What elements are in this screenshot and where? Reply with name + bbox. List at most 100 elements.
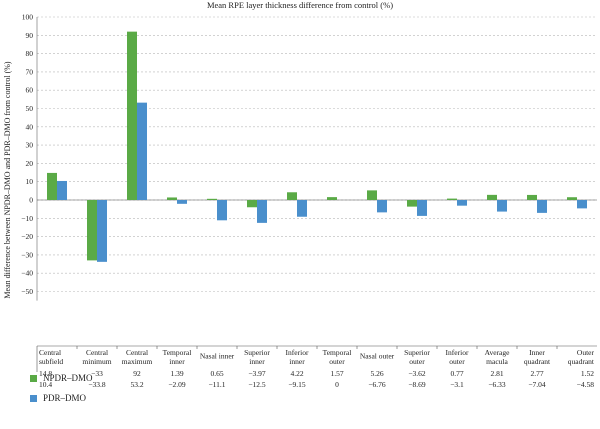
bar-pdr xyxy=(457,200,467,206)
y-tick-label: 70 xyxy=(26,67,34,76)
category-label: outer xyxy=(409,357,425,366)
table-value-pdr: 0 xyxy=(335,380,339,389)
category-label: quadrant xyxy=(568,357,595,366)
table-value-pdr: −4.58 xyxy=(577,380,595,389)
data-table: Centralsubfield14.810.4Centralminimum−33… xyxy=(36,345,597,389)
bar-npdr xyxy=(127,31,137,200)
table-value-pdr: −6.76 xyxy=(368,380,386,389)
table-value-npdr: 2.81 xyxy=(490,369,503,378)
category-label: Nasal inner xyxy=(200,352,235,361)
category-label: outer xyxy=(449,357,465,366)
bar-npdr xyxy=(47,172,57,200)
table-value-pdr: −11.1 xyxy=(208,380,225,389)
bar-npdr xyxy=(287,192,297,200)
y-tick-label: 10 xyxy=(26,177,34,186)
y-tick-label: −40 xyxy=(21,269,33,278)
y-tick-label: 100 xyxy=(22,13,34,22)
table-value-npdr: 2.77 xyxy=(530,369,543,378)
category-label: minimum xyxy=(82,357,111,366)
bar-pdr xyxy=(377,200,387,213)
category-label: Inferior xyxy=(446,348,469,357)
table-value-npdr: 92 xyxy=(133,369,141,378)
table-value-npdr: 14.8 xyxy=(39,369,52,378)
legend-item-npdr: NPDR–DMO xyxy=(30,373,93,383)
bar-pdr xyxy=(217,200,227,221)
table-value-pdr: −33.8 xyxy=(88,380,106,389)
bar-npdr xyxy=(87,200,97,261)
category-label: Central xyxy=(86,348,108,357)
table-value-pdr: −9.15 xyxy=(288,380,306,389)
y-tick-label: 80 xyxy=(26,49,34,58)
y-tick-label: −20 xyxy=(21,232,33,241)
grid-lines xyxy=(36,16,597,301)
y-tick-label: 0 xyxy=(29,196,33,205)
legend-swatch-npdr xyxy=(30,374,37,382)
category-label: Central xyxy=(39,348,61,357)
bar-npdr xyxy=(327,197,337,200)
table-value-npdr: 4.22 xyxy=(290,369,303,378)
legend-item-pdr: PDR–DMO xyxy=(30,393,86,403)
bar-npdr xyxy=(487,194,497,200)
category-label: Temporal xyxy=(163,348,192,357)
table-value-npdr: −33 xyxy=(91,369,103,378)
category-label: inner xyxy=(289,357,305,366)
table-value-pdr: 10.4 xyxy=(39,380,52,389)
bar-npdr xyxy=(367,190,377,200)
table-value-npdr: 1.57 xyxy=(330,369,343,378)
table-value-pdr: −6.33 xyxy=(488,380,506,389)
chart-title: Mean RPE layer thickness difference from… xyxy=(207,0,393,10)
category-label: Inner xyxy=(529,348,545,357)
table-value-pdr: −12.5 xyxy=(248,380,266,389)
y-tick-label: 60 xyxy=(26,86,34,95)
bar-pdr xyxy=(537,200,547,213)
table-value-npdr: −3.62 xyxy=(408,369,426,378)
table-value-npdr: 5.26 xyxy=(370,369,383,378)
category-label: inner xyxy=(169,357,185,366)
table-value-pdr: 53.2 xyxy=(130,380,143,389)
bar-pdr xyxy=(257,200,267,223)
category-label: Average xyxy=(485,348,511,357)
bar-pdr xyxy=(57,180,67,200)
bar-npdr xyxy=(167,197,177,200)
category-label: Superior xyxy=(404,348,430,357)
bar-pdr xyxy=(577,200,587,209)
table-value-npdr: −3.97 xyxy=(248,369,266,378)
category-label: Superior xyxy=(244,348,270,357)
category-label: Central xyxy=(126,348,148,357)
bar-npdr xyxy=(247,200,257,208)
table-value-pdr: −8.69 xyxy=(408,380,426,389)
y-axis-label: Mean difference between NPDR–DMO and PDR… xyxy=(3,61,12,298)
y-tick-label: 30 xyxy=(26,141,34,150)
bar-npdr xyxy=(207,198,217,200)
y-tick-label: 40 xyxy=(26,122,34,131)
bar-pdr xyxy=(497,200,507,212)
legend-label-pdr: PDR–DMO xyxy=(43,393,87,403)
table-value-npdr: 0.65 xyxy=(210,369,223,378)
table-value-pdr: −2.09 xyxy=(168,380,186,389)
category-label: Outer xyxy=(577,348,595,357)
category-label: subfield xyxy=(39,357,63,366)
table-value-npdr: 0.77 xyxy=(450,369,463,378)
bar-npdr xyxy=(527,194,537,200)
legend-swatch-pdr xyxy=(30,394,37,402)
y-tick-label: −50 xyxy=(21,287,33,296)
category-label: outer xyxy=(329,357,345,366)
category-label: maximum xyxy=(122,357,153,366)
table-value-pdr: −3.1 xyxy=(450,380,464,389)
bar-pdr xyxy=(97,200,107,262)
bar-pdr xyxy=(297,200,307,217)
table-value-npdr: 1.39 xyxy=(170,369,183,378)
category-label: Temporal xyxy=(323,348,352,357)
y-tick-label: −10 xyxy=(21,214,33,223)
category-label: Inferior xyxy=(286,348,309,357)
bar-pdr xyxy=(417,200,427,216)
bar-npdr xyxy=(567,197,577,200)
bar-pdr xyxy=(177,200,187,204)
bar-pdr xyxy=(137,102,147,200)
category-label: Nasal outer xyxy=(360,352,395,361)
table-value-npdr: 1.52 xyxy=(581,369,594,378)
table-value-pdr: −7.04 xyxy=(528,380,546,389)
category-label: quadrant xyxy=(524,357,551,366)
